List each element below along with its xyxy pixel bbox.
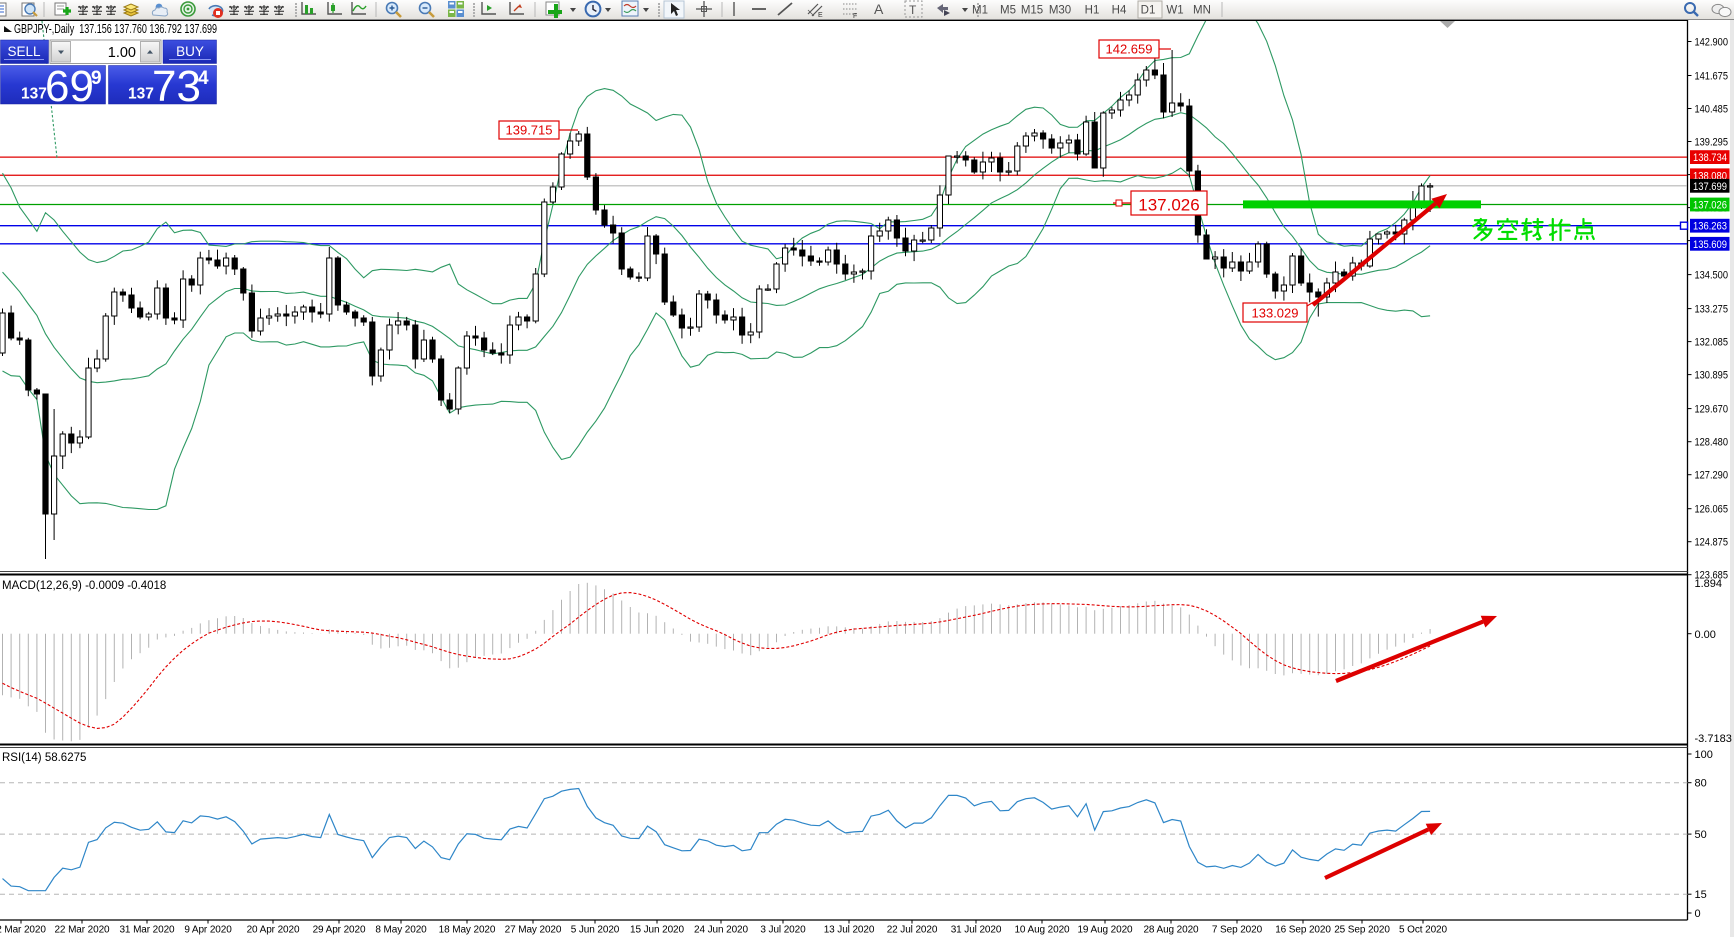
svg-text:18 May 2020: 18 May 2020 <box>439 925 496 936</box>
svg-text:133.275: 133.275 <box>1695 304 1729 316</box>
svg-text:10 Aug 2020: 10 Aug 2020 <box>1014 925 1070 936</box>
svg-text:BUY: BUY <box>176 44 204 59</box>
svg-text:7 Sep 2020: 7 Sep 2020 <box>1212 925 1263 936</box>
svg-text:20 Apr 2020: 20 Apr 2020 <box>247 925 300 936</box>
svg-text:H4: H4 <box>1112 5 1127 17</box>
svg-text:126.065: 126.065 <box>1695 504 1729 516</box>
svg-text:142.659: 142.659 <box>1106 42 1153 57</box>
svg-text:-3.7183: -3.7183 <box>1695 733 1732 745</box>
svg-text:133.029: 133.029 <box>1252 306 1299 321</box>
svg-text:141.675: 141.675 <box>1695 71 1729 83</box>
svg-text:4: 4 <box>198 68 209 89</box>
svg-text:5 Oct 2020: 5 Oct 2020 <box>1399 925 1447 936</box>
svg-text:RSI(14) 58.6275: RSI(14) 58.6275 <box>2 752 86 764</box>
svg-text:27 May 2020: 27 May 2020 <box>505 925 562 936</box>
svg-text:M30: M30 <box>1049 5 1071 17</box>
svg-text:137.699: 137.699 <box>1693 181 1727 193</box>
svg-text:2 Mar 2020: 2 Mar 2020 <box>0 925 46 936</box>
svg-text:140.485: 140.485 <box>1695 104 1729 116</box>
svg-text:22 Mar 2020: 22 Mar 2020 <box>54 925 110 936</box>
svg-text:19 Aug 2020: 19 Aug 2020 <box>1077 925 1133 936</box>
svg-text:134.500: 134.500 <box>1695 270 1729 282</box>
svg-text:5 Jun 2020: 5 Jun 2020 <box>571 925 620 936</box>
svg-text:SELL: SELL <box>7 44 41 59</box>
svg-text:25 Sep 2020: 25 Sep 2020 <box>1334 925 1390 936</box>
svg-text:3 Jul 2020: 3 Jul 2020 <box>760 925 806 936</box>
svg-text:80: 80 <box>1695 778 1707 790</box>
svg-text:132.085: 132.085 <box>1695 337 1729 349</box>
svg-text:130.895: 130.895 <box>1695 370 1729 382</box>
svg-text:129.670: 129.670 <box>1695 404 1729 416</box>
svg-text:100: 100 <box>1695 749 1713 761</box>
svg-text:22 Jul 2020: 22 Jul 2020 <box>887 925 938 936</box>
svg-text:A: A <box>874 1 884 17</box>
svg-text:M15: M15 <box>1021 5 1043 17</box>
svg-text:D1: D1 <box>1141 5 1156 17</box>
svg-text:69: 69 <box>45 62 94 111</box>
svg-text:142.900: 142.900 <box>1695 37 1729 49</box>
svg-text:138.734: 138.734 <box>1693 152 1727 164</box>
svg-text:73: 73 <box>152 62 201 111</box>
svg-text:137.026: 137.026 <box>1138 196 1199 215</box>
svg-text:31 Mar 2020: 31 Mar 2020 <box>119 925 175 936</box>
svg-text:31 Jul 2020: 31 Jul 2020 <box>951 925 1002 936</box>
svg-text:137: 137 <box>21 86 47 103</box>
svg-text:136.263: 136.263 <box>1693 221 1727 233</box>
svg-text:M1: M1 <box>972 5 988 17</box>
svg-text:28 Aug 2020: 28 Aug 2020 <box>1143 925 1199 936</box>
svg-text:137: 137 <box>128 86 154 103</box>
svg-text:13 Jul 2020: 13 Jul 2020 <box>824 925 875 936</box>
svg-text:139.295: 139.295 <box>1695 137 1729 149</box>
svg-text:M5: M5 <box>1000 5 1016 17</box>
svg-text:135.609: 135.609 <box>1693 239 1727 251</box>
svg-text:E: E <box>818 12 823 19</box>
svg-text:15 Jun 2020: 15 Jun 2020 <box>630 925 684 936</box>
svg-text:127.290: 127.290 <box>1695 470 1729 482</box>
svg-text:0.00: 0.00 <box>1695 629 1716 641</box>
svg-text:9 Apr 2020: 9 Apr 2020 <box>184 925 232 936</box>
svg-text:GBPJPY-,Daily 137.156 137.760: GBPJPY-,Daily 137.156 137.760 136.792 13… <box>14 22 217 36</box>
svg-text:T: T <box>909 3 917 17</box>
svg-text:50: 50 <box>1695 829 1707 841</box>
svg-text:H1: H1 <box>1085 5 1100 17</box>
svg-text:128.480: 128.480 <box>1695 437 1729 449</box>
svg-text:123.685: 123.685 <box>1695 570 1729 582</box>
svg-text:137.026: 137.026 <box>1693 200 1727 212</box>
svg-text:F: F <box>853 13 857 20</box>
svg-text:16 Sep 2020: 16 Sep 2020 <box>1275 925 1331 936</box>
svg-text:29 Apr 2020: 29 Apr 2020 <box>313 925 366 936</box>
svg-text:W1: W1 <box>1166 5 1183 17</box>
svg-text:8 May 2020: 8 May 2020 <box>375 925 427 936</box>
svg-text:MN: MN <box>1193 5 1211 17</box>
svg-text:1.00: 1.00 <box>108 45 136 61</box>
svg-text:139.715: 139.715 <box>506 123 553 138</box>
svg-text:124.875: 124.875 <box>1695 537 1729 549</box>
svg-text:9: 9 <box>91 68 102 89</box>
svg-text:1.894: 1.894 <box>1695 578 1723 590</box>
svg-text:0: 0 <box>1695 908 1701 920</box>
svg-text:15: 15 <box>1695 889 1707 901</box>
svg-text:24 Jun 2020: 24 Jun 2020 <box>694 925 748 936</box>
svg-text:MACD(12,26,9) -0.0009 -0.4018: MACD(12,26,9) -0.0009 -0.4018 <box>2 580 166 592</box>
